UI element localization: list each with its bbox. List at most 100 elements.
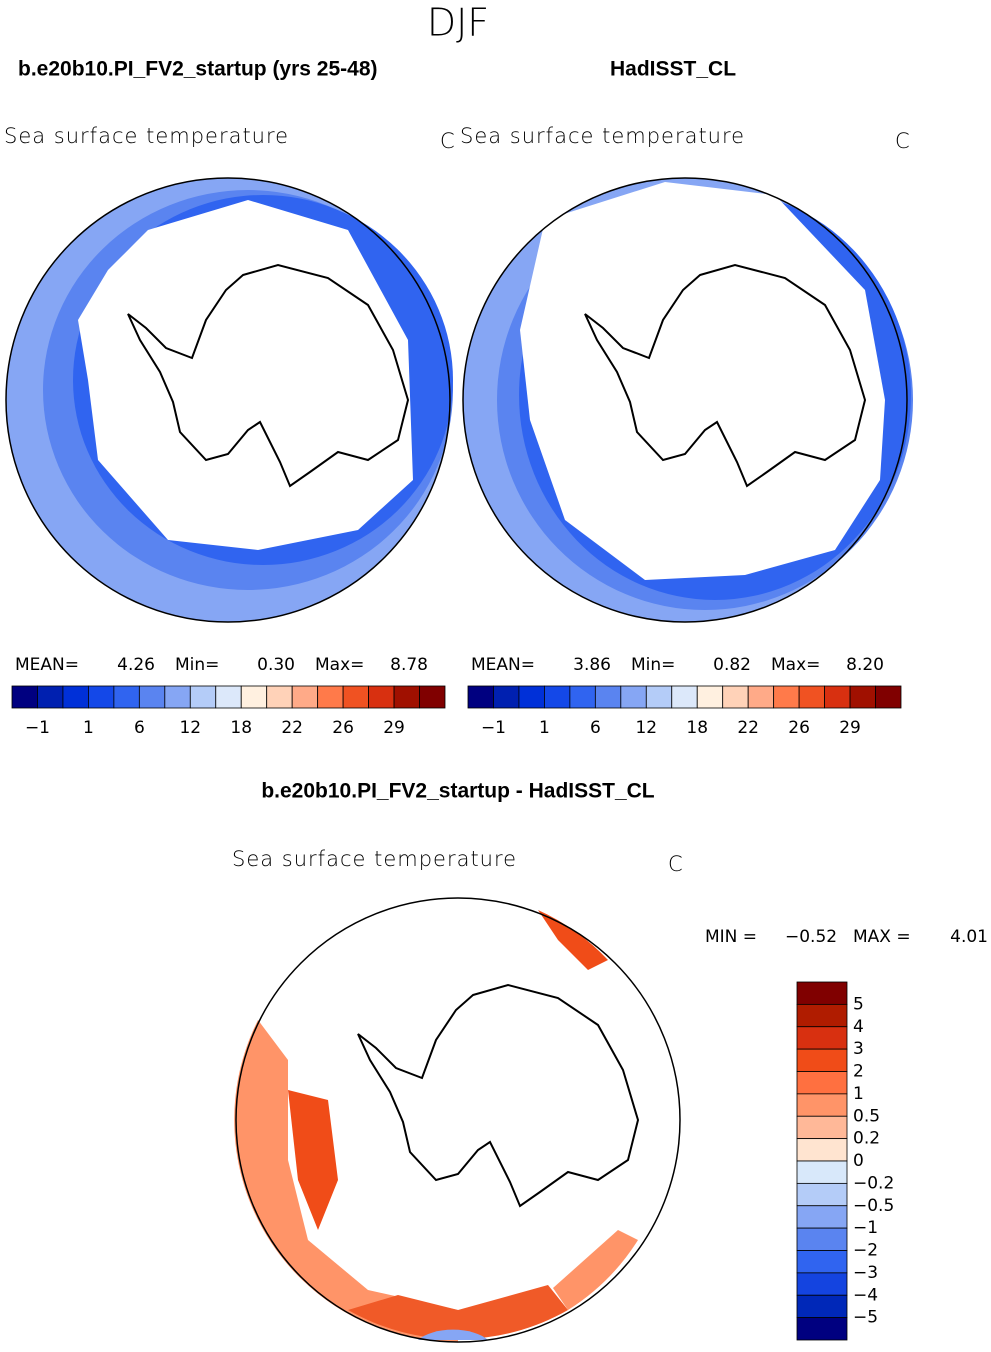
colorbar-label: −1	[25, 718, 50, 738]
variable: Sea surface temperature	[232, 847, 517, 871]
colorbar-label: −0.5	[853, 1196, 894, 1216]
colorbar-box	[796, 1317, 848, 1341]
colorbar-box	[671, 685, 698, 709]
colorbar-label: −0.2	[853, 1173, 894, 1193]
colorbar-box	[796, 1250, 848, 1274]
colorbar-box	[824, 685, 851, 709]
colorbar-label: 1	[83, 718, 94, 738]
stat-label: Min=	[631, 655, 675, 675]
colorbar-label: 22	[737, 718, 759, 738]
stat-value: 3.86	[573, 655, 611, 675]
colorbar-box	[747, 685, 775, 709]
colorbar-label: 2	[853, 1062, 864, 1082]
colorbar-label: 18	[686, 718, 708, 738]
units: C	[440, 129, 456, 153]
stat-value: 4.01	[950, 927, 988, 947]
colorbar-box	[796, 1071, 848, 1095]
colorbar-label: 12	[635, 718, 657, 738]
colorbar-box	[11, 685, 38, 709]
colorbar-box	[796, 1227, 848, 1251]
colorbar-box	[368, 685, 395, 709]
stat-value: 8.20	[846, 655, 884, 675]
colorbar-box	[722, 685, 749, 709]
colorbar-box	[189, 685, 217, 709]
stat-value: 0.30	[257, 655, 295, 675]
stat-label: Max=	[771, 655, 820, 675]
stat-label: MEAN=	[15, 655, 79, 675]
colorbar-label: −5	[853, 1308, 878, 1328]
colorbar-box	[266, 685, 293, 709]
colorbar-box	[796, 1160, 848, 1184]
panel-title: b.e20b10.PI_FV2_startup (yrs 25-48)	[18, 58, 378, 81]
colorbar-box	[620, 685, 647, 709]
colorbar-label: 26	[788, 718, 810, 738]
colorbar-label: 22	[281, 718, 303, 738]
colorbar-box	[796, 1272, 848, 1296]
stat-label: MEAN=	[471, 655, 535, 675]
colorbar-label: 6	[590, 718, 601, 738]
colorbar-box	[138, 685, 166, 709]
colorbar-box	[796, 1182, 848, 1207]
colorbar-box	[796, 1294, 848, 1319]
colorbar-label: −1	[853, 1218, 878, 1238]
colorbar-box	[796, 1093, 848, 1117]
colorbar-box	[645, 685, 673, 709]
colorbar-box	[875, 685, 902, 709]
colorbar-box	[37, 685, 64, 709]
colorbar-label: 0.2	[853, 1129, 880, 1149]
colorbar-box	[773, 685, 800, 709]
colorbar-label: 29	[839, 718, 861, 738]
stat-value: −0.52	[785, 927, 837, 947]
colorbar-box	[342, 685, 369, 709]
stat-label: Max=	[315, 655, 364, 675]
colorbar-box	[544, 685, 571, 709]
colorbar-box	[594, 685, 622, 709]
colorbar-box	[467, 685, 494, 709]
map	[234, 897, 681, 1343]
colorbar-box	[796, 1026, 848, 1050]
colorbar-box	[796, 1115, 848, 1140]
colorbar-box	[796, 1003, 848, 1028]
colorbar-label: 5	[853, 994, 864, 1014]
stat-value: 4.26	[117, 655, 155, 675]
colorbar-label: −4	[853, 1285, 878, 1305]
colorbar-label: 4	[853, 1017, 864, 1037]
stat-label: MIN =	[705, 927, 757, 947]
colorbar-box	[696, 685, 724, 709]
colorbar-box	[164, 685, 191, 709]
colorbar-box	[215, 685, 242, 709]
colorbar-label: 3	[853, 1039, 864, 1059]
colorbar-box	[493, 685, 520, 709]
difference-title: b.e20b10.PI_FV2_startup - HadISST_CL	[261, 780, 654, 803]
colorbar-box	[796, 1205, 848, 1229]
colorbar-box	[569, 685, 596, 709]
colorbar-box	[518, 685, 545, 709]
colorbar-box	[796, 1048, 848, 1072]
stat-value: 8.78	[390, 655, 428, 675]
colorbar-label: 12	[179, 718, 201, 738]
colorbar-label: 0	[853, 1151, 864, 1171]
colorbar-box	[796, 981, 848, 1005]
stat-label: MAX =	[853, 927, 911, 947]
colorbar-label: 18	[230, 718, 252, 738]
colorbar-box	[798, 685, 825, 709]
variable: Sea surface temperature	[4, 124, 289, 148]
colorbar-label: 1	[853, 1084, 864, 1104]
stat-label: Min=	[175, 655, 219, 675]
colorbar-box	[62, 685, 89, 709]
map	[462, 177, 913, 623]
map	[5, 177, 453, 623]
variable: Sea surface temperature	[460, 124, 745, 148]
colorbar-label: 26	[332, 718, 354, 738]
colorbar-label: 1	[539, 718, 550, 738]
colorbar-box	[240, 685, 268, 709]
units: C	[895, 129, 911, 153]
colorbar-box	[849, 685, 876, 709]
colorbar-label: −2	[853, 1241, 878, 1261]
colorbar-box	[291, 685, 319, 709]
stat-value: 0.82	[713, 655, 751, 675]
figure-title: DJF	[427, 1, 489, 45]
panel-title: HadISST_CL	[610, 58, 736, 81]
colorbar-box	[393, 685, 420, 709]
